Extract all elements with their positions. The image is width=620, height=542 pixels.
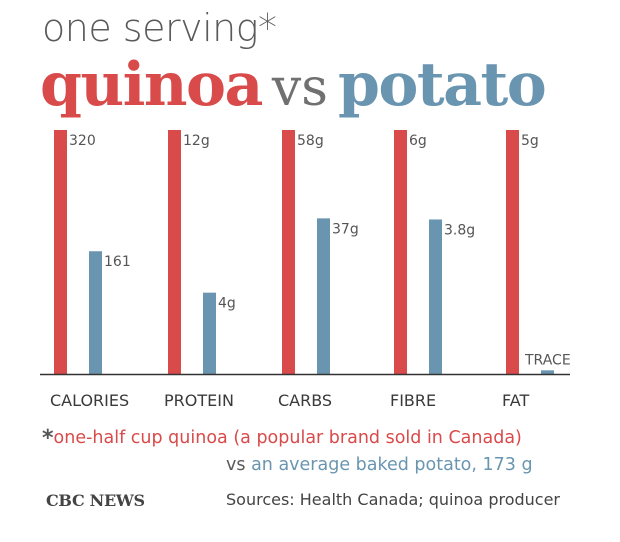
title-potato: potato (337, 50, 547, 120)
quinoa-bar-fat (506, 130, 519, 374)
category-label-fat: FAT (502, 391, 529, 410)
quinoa-bar-fibre (394, 130, 407, 374)
footnote-quinoa: *one-half cup quinoa (a popular brand so… (42, 426, 522, 451)
bar-group: 320 161 12g 4g 58g 37g 6g 3.8g 5g TRACE (54, 130, 571, 374)
quinoa-value-label-protein: 12g (183, 133, 210, 149)
brand-logo: CBC NEWS (46, 491, 145, 510)
quinoa-value-label-fat: 5g (521, 133, 539, 149)
potato-bar-calories (89, 251, 102, 374)
footnote-quinoa-text: one-half cup quinoa (a popular brand sol… (53, 428, 522, 448)
footnote-vs: vs (226, 455, 246, 475)
category-label-fibre: FIBRE (390, 391, 436, 410)
potato-value-label-protein: 4g (218, 296, 236, 312)
potato-value-label-fat: TRACE (524, 352, 571, 368)
category-label-protein: PROTEIN (164, 391, 234, 410)
category-label-carbs: CARBS (278, 391, 332, 410)
potato-bar-fibre (429, 219, 442, 374)
potato-value-label-calories: 161 (104, 254, 131, 270)
category-labels: CALORIES PROTEIN CARBS FIBRE FAT (50, 391, 529, 410)
footnote-potato-text: an average baked potato, 173 g (251, 455, 533, 475)
title-quinoa: quinoa (40, 50, 263, 120)
potato-value-label-carbs: 37g (332, 221, 359, 237)
title-subhead: one serving* (42, 6, 277, 50)
quinoa-value-label-calories: 320 (69, 133, 96, 149)
quinoa-bar-protein (168, 130, 181, 374)
asterisk: * (42, 426, 54, 451)
quinoa-bar-carbs (282, 130, 295, 374)
quinoa-value-label-carbs: 58g (297, 133, 324, 149)
potato-bar-fat (541, 370, 554, 374)
footnote-potato: vs an average baked potato, 173 g (226, 455, 533, 475)
sources-text: Sources: Health Canada; quinoa producer (226, 490, 560, 509)
quinoa-bar-calories (54, 130, 67, 374)
potato-bar-carbs (317, 218, 330, 374)
potato-bar-protein (203, 292, 216, 374)
quinoa-value-label-fibre: 6g (409, 133, 427, 149)
category-label-calories: CALORIES (50, 391, 129, 410)
title-vs: vs (271, 58, 328, 118)
chart-title: quinoa vs potato (40, 50, 547, 134)
potato-value-label-fibre: 3.8g (444, 222, 475, 238)
